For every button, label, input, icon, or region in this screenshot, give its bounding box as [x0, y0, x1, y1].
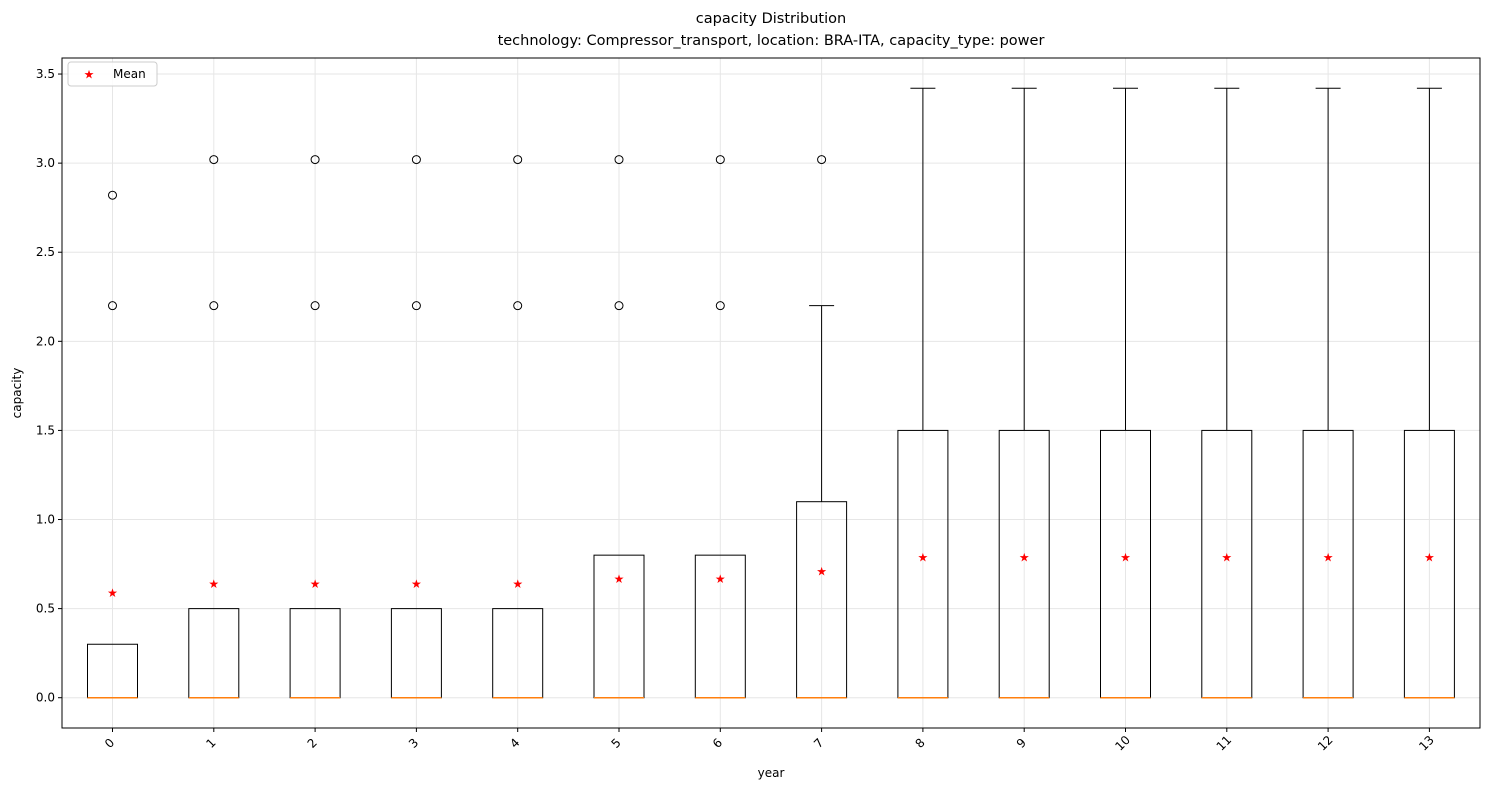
outlier-point [614, 301, 624, 311]
legend-mean-star-icon: ★ [84, 68, 95, 82]
box-year-4 [492, 155, 544, 699]
box-year-2 [289, 155, 341, 699]
x-axis-label: year [758, 766, 785, 780]
mean-star-icon: ★ [208, 577, 219, 591]
mean-star-icon: ★ [512, 577, 523, 591]
y-tick-label: 0.5 [36, 602, 55, 616]
y-tick-label: 0.0 [36, 691, 55, 705]
box-year-3 [390, 155, 442, 699]
box-year-9 [998, 87, 1050, 699]
x-axis-ticks: 0 1 2 3 4 5 6 7 8 9 10 11 12 13 [102, 728, 1437, 754]
mean-star-icon: ★ [1120, 550, 1131, 564]
outlier-point [614, 155, 624, 165]
legend: ★ Mean [67, 61, 158, 87]
box-year-0 [87, 190, 138, 699]
mean-star-icon: ★ [107, 586, 118, 600]
x-tick-label: 0 [102, 736, 117, 751]
x-tick-label: 4 [507, 736, 522, 751]
mean-markers: ★ ★ ★ ★ ★ ★ ★ ★ ★ ★ ★ ★ ★ ★ [107, 550, 1435, 600]
grid-lines [62, 58, 1480, 728]
mean-star-icon: ★ [614, 572, 625, 586]
mean-star-icon: ★ [816, 565, 827, 579]
mean-star-icon: ★ [1424, 550, 1435, 564]
outlier-point [310, 155, 320, 165]
mean-star-icon: ★ [1019, 550, 1030, 564]
outlier-point [817, 155, 827, 165]
x-tick-label: 6 [710, 736, 725, 751]
box-year-5 [593, 155, 645, 699]
mean-star-icon: ★ [715, 572, 726, 586]
outlier-point [310, 301, 320, 311]
x-tick-label: 3 [406, 736, 421, 751]
legend-label-mean: Mean [113, 67, 146, 81]
box-year-1 [188, 155, 240, 699]
box-year-10 [1100, 87, 1151, 699]
x-tick-label: 12 [1315, 733, 1336, 754]
legend-frame [67, 61, 158, 87]
box-plots [87, 87, 1455, 699]
mean-star-icon: ★ [918, 550, 929, 564]
outlier-point [715, 155, 725, 165]
box-year-7 [796, 155, 848, 699]
box-year-6 [694, 155, 746, 699]
outlier-point [108, 301, 117, 311]
x-tick-label: 11 [1214, 733, 1235, 754]
box-year-8 [897, 87, 949, 699]
outlier-point [209, 301, 219, 311]
x-tick-label: 9 [1014, 736, 1029, 751]
outlier-point [411, 155, 421, 165]
x-tick-label: 8 [912, 736, 927, 751]
box-year-11 [1201, 87, 1253, 699]
mean-star-icon: ★ [310, 577, 321, 591]
box-year-13 [1403, 87, 1455, 699]
chart-subtitle: technology: Compressor_transport, locati… [498, 33, 1045, 49]
mean-star-icon: ★ [1221, 550, 1232, 564]
y-tick-label: 1.5 [36, 423, 55, 437]
x-tick-label: 10 [1112, 733, 1133, 754]
y-axis-label: capacity [10, 368, 24, 419]
box-year-12 [1302, 87, 1354, 699]
y-tick-label: 3.0 [36, 156, 55, 170]
outlier-point [209, 155, 219, 165]
outlier-point [411, 301, 421, 311]
outlier-point [715, 301, 725, 311]
plot-area-frame [61, 57, 1481, 729]
x-tick-label: 13 [1416, 733, 1437, 754]
x-tick-label: 7 [811, 736, 826, 751]
y-tick-label: 2.5 [36, 245, 55, 259]
outlier-point [513, 155, 523, 165]
x-tick-label: 5 [609, 736, 624, 751]
x-tick-label: 2 [305, 736, 320, 751]
mean-star-icon: ★ [1323, 550, 1334, 564]
y-tick-label: 3.5 [36, 67, 55, 81]
y-tick-label: 2.0 [36, 334, 55, 348]
x-tick-label: 1 [203, 736, 218, 751]
chart-title: capacity Distribution [696, 11, 846, 27]
outlier-point [108, 190, 117, 200]
y-tick-label: 1.0 [36, 513, 55, 527]
outlier-point [513, 301, 523, 311]
mean-star-icon: ★ [411, 577, 422, 591]
y-axis-ticks: 0.0 0.5 1.0 1.5 2.0 2.5 3.0 3.5 [36, 67, 62, 705]
